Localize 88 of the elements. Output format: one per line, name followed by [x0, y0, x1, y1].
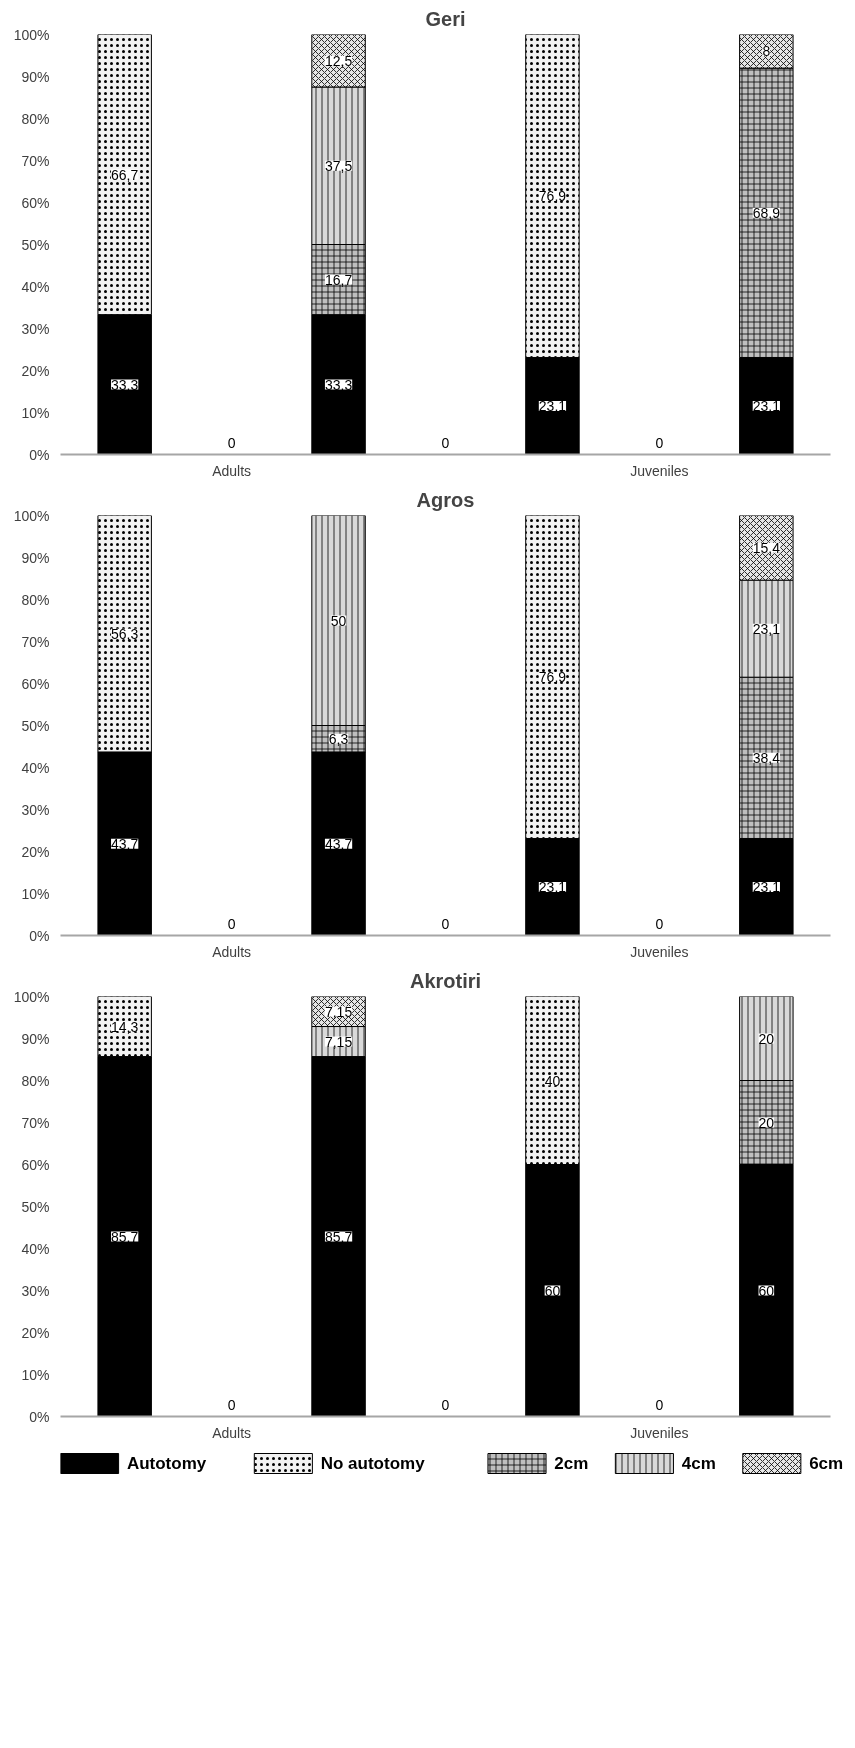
data-label: 0 — [441, 915, 450, 932]
data-label: 68,9 — [752, 204, 781, 221]
data-label: 7,15 — [324, 1003, 353, 1020]
data-label: 6,3 — [328, 730, 349, 747]
y-tick-label: 100% — [13, 507, 50, 524]
legend-label: 6cm — [809, 1454, 844, 1473]
data-label: 23,1 — [752, 620, 781, 637]
y-tick-label: 60% — [21, 675, 50, 692]
data-label: 20 — [758, 1030, 775, 1047]
data-label: 60 — [758, 1282, 775, 1299]
legend-label: Autotomy — [126, 1454, 207, 1473]
data-label: 33,3 — [324, 376, 353, 393]
y-tick-label: 50% — [21, 236, 50, 253]
chart-title: Agros — [416, 488, 475, 511]
y-tick-label: 0% — [29, 1408, 50, 1425]
data-label: 12,5 — [324, 52, 353, 69]
data-label: 15,4 — [752, 539, 781, 556]
y-tick-label: 30% — [21, 801, 50, 818]
y-tick-label: 0% — [29, 927, 50, 944]
text: Adults — [212, 943, 252, 960]
y-tick-label: 70% — [21, 152, 50, 169]
data-label: 7,15 — [324, 1033, 353, 1050]
y-tick-label: 100% — [13, 26, 50, 43]
y-tick-label: 20% — [21, 1324, 50, 1341]
data-label: 8 — [762, 43, 771, 60]
data-label: 14,3 — [111, 1018, 139, 1035]
y-tick-label: 0% — [29, 446, 50, 463]
data-label: 37,5 — [324, 157, 353, 174]
data-label: 23,1 — [752, 397, 781, 414]
data-label: 0 — [655, 915, 664, 932]
data-label: 33,3 — [111, 376, 139, 393]
data-label: 0 — [655, 434, 664, 451]
data-label: 16,7 — [324, 271, 353, 288]
y-tick-label: 80% — [21, 1072, 50, 1089]
data-label: 23,1 — [752, 878, 781, 895]
text: Juveniles — [630, 462, 689, 479]
y-tick-label: 90% — [21, 1030, 50, 1047]
y-tick-label: 80% — [21, 591, 50, 608]
legend-label: 2cm — [554, 1454, 589, 1473]
data-label: 0 — [441, 1396, 450, 1413]
y-tick-label: 90% — [21, 549, 50, 566]
data-label: 50 — [330, 612, 347, 629]
y-tick-label: 90% — [21, 68, 50, 85]
data-label: 0 — [441, 434, 450, 451]
data-label: 43,7 — [324, 835, 353, 852]
data-label: 60 — [544, 1282, 561, 1299]
legend-label: No autotomy — [320, 1454, 426, 1473]
y-tick-label: 20% — [21, 362, 50, 379]
y-tick-label: 80% — [21, 110, 50, 127]
data-label: 38,4 — [752, 749, 781, 766]
chart-title: Akrotiri — [409, 969, 482, 992]
data-label: 76,9 — [538, 668, 567, 685]
data-label: 85,7 — [111, 1228, 139, 1245]
data-label: 56,3 — [111, 625, 139, 642]
y-tick-label: 70% — [21, 633, 50, 650]
legend-label: 4cm — [681, 1454, 716, 1473]
data-label: 23,1 — [538, 397, 567, 414]
y-tick-label: 40% — [21, 1240, 50, 1257]
data-label: 66,7 — [111, 166, 139, 183]
data-label: 0 — [227, 434, 236, 451]
data-label: 40 — [544, 1072, 561, 1089]
y-tick-label: 50% — [21, 1198, 50, 1215]
y-tick-label: 70% — [21, 1114, 50, 1131]
data-label: 85,7 — [324, 1228, 353, 1245]
y-tick-label: 30% — [21, 1282, 50, 1299]
data-label: 23,1 — [538, 878, 567, 895]
data-label: 43,7 — [111, 835, 139, 852]
data-label: 0 — [227, 915, 236, 932]
y-tick-label: 10% — [21, 404, 50, 421]
chart-title: Geri — [425, 7, 466, 30]
y-tick-label: 50% — [21, 717, 50, 734]
data-label: 20 — [758, 1114, 775, 1131]
y-tick-label: 60% — [21, 194, 50, 211]
y-tick-label: 40% — [21, 759, 50, 776]
y-tick-label: 10% — [21, 885, 50, 902]
data-label: 76,9 — [538, 187, 567, 204]
text: Juveniles — [630, 1424, 689, 1441]
data-label: 0 — [655, 1396, 664, 1413]
y-tick-label: 60% — [21, 1156, 50, 1173]
y-tick-label: 10% — [21, 1366, 50, 1383]
text: Adults — [212, 1424, 252, 1441]
y-tick-label: 100% — [13, 988, 50, 1005]
y-tick-label: 20% — [21, 843, 50, 860]
y-tick-label: 40% — [21, 278, 50, 295]
text: Adults — [212, 462, 252, 479]
data-label: 0 — [227, 1396, 236, 1413]
text: Juveniles — [630, 943, 689, 960]
y-tick-label: 30% — [21, 320, 50, 337]
